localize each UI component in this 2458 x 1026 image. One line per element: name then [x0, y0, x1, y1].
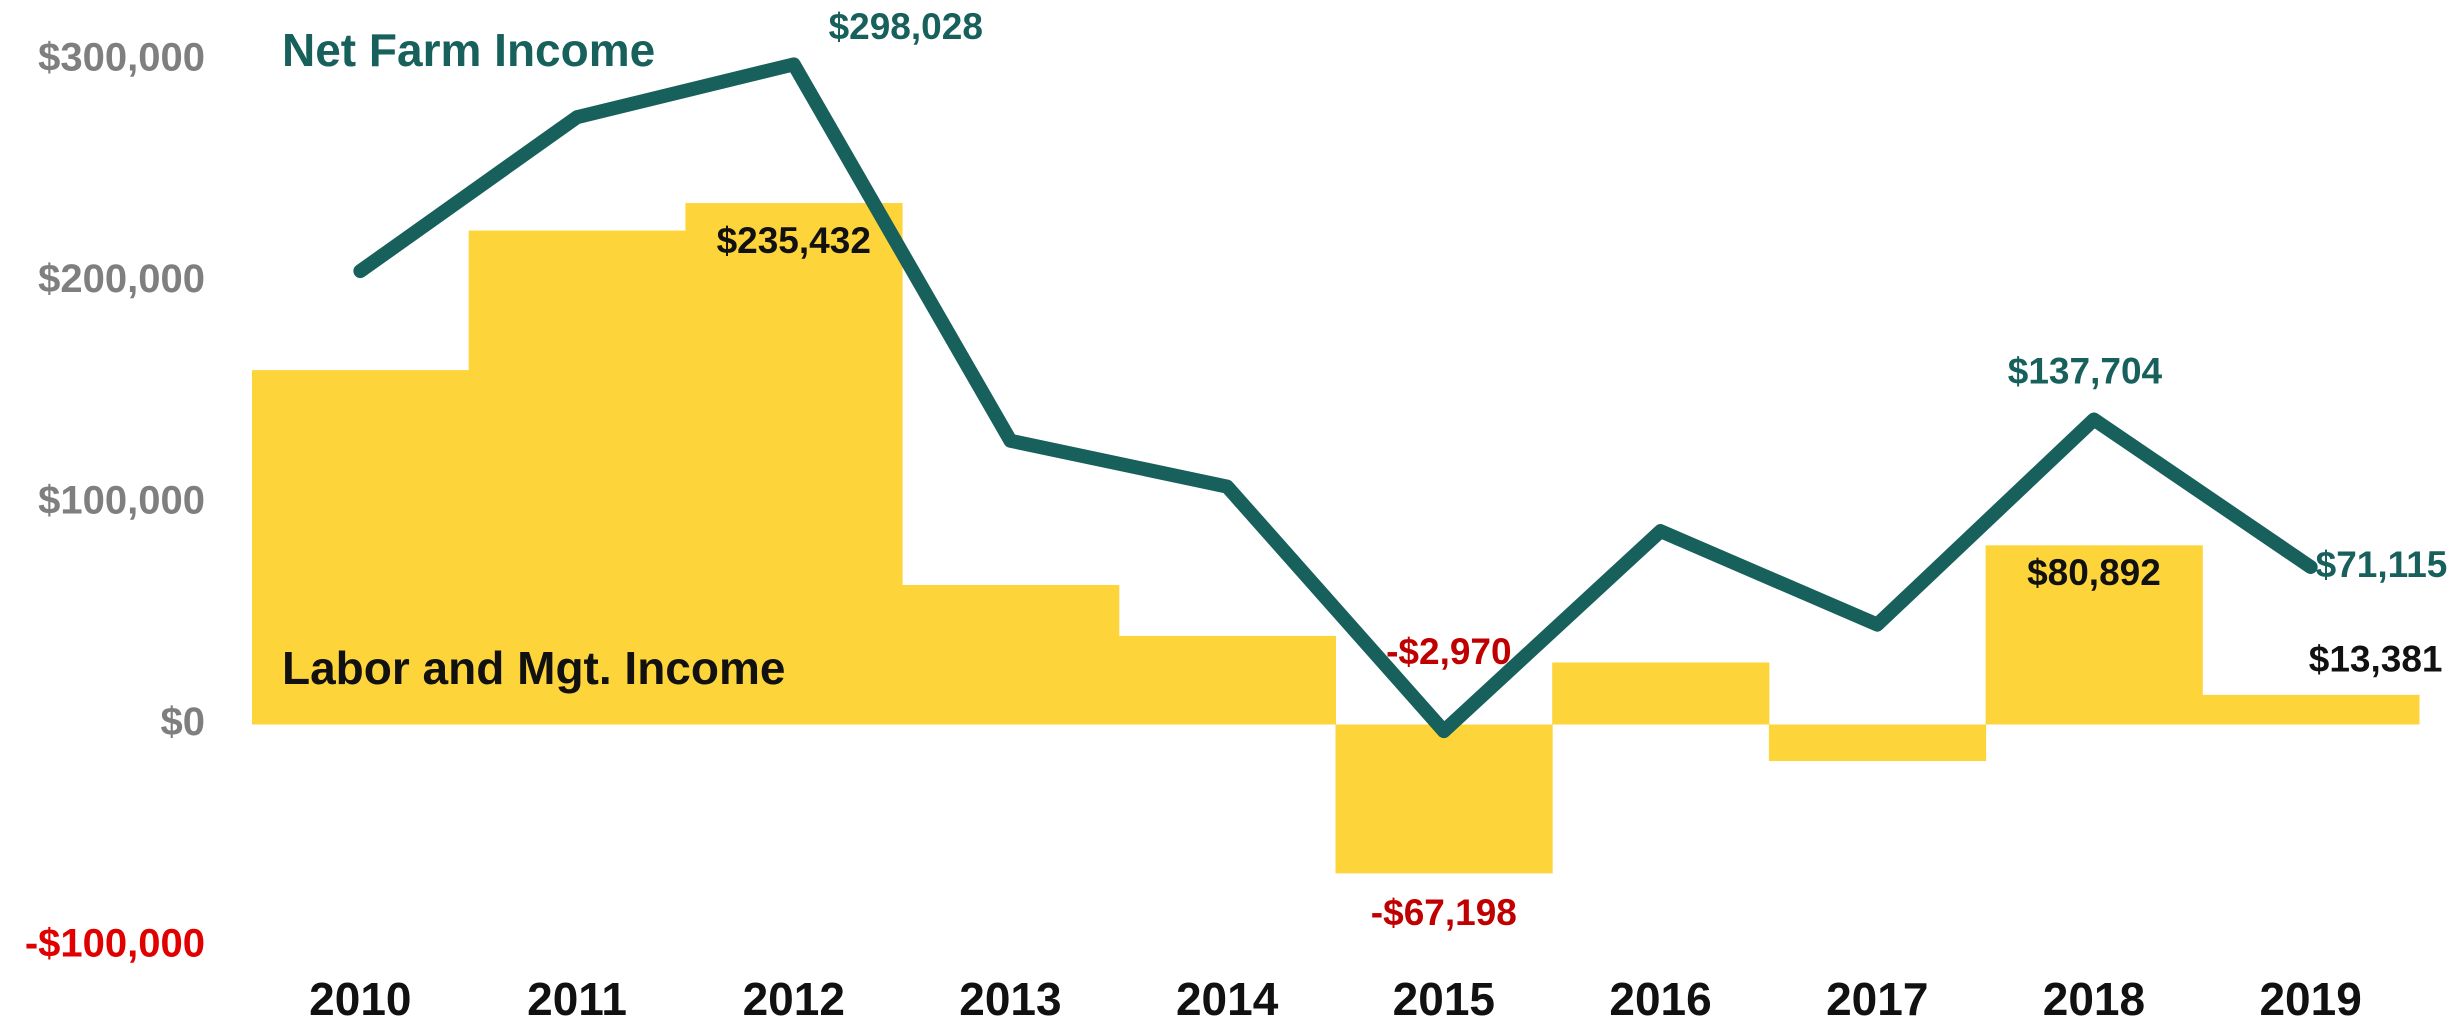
data-label: $235,432	[717, 220, 871, 261]
bar-series-name: Labor and Mgt. Income	[282, 642, 785, 694]
bar	[1768, 724, 1987, 762]
bar	[1335, 724, 1553, 874]
y-tick-label: $0	[161, 700, 206, 744]
y-tick-label: $300,000	[38, 36, 205, 80]
x-tick-label: 2015	[1393, 973, 1495, 1025]
x-tick-label: 2010	[309, 973, 411, 1025]
x-tick-label: 2017	[1826, 973, 1928, 1025]
bar	[685, 203, 903, 725]
data-label: $137,704	[2008, 350, 2163, 391]
x-tick-label: 2014	[1176, 973, 1279, 1025]
y-tick-label: $200,000	[38, 257, 205, 301]
data-label: $13,381	[2309, 639, 2443, 680]
data-label: -$2,970	[1386, 631, 1512, 672]
x-tick-label: 2016	[1609, 973, 1711, 1025]
y-tick-label: -$100,000	[25, 922, 205, 966]
bar	[1552, 662, 1770, 725]
line	[353, 57, 2318, 739]
bar	[2202, 694, 2420, 725]
data-label: $71,115	[2316, 544, 2448, 585]
x-tick-label: 2013	[959, 973, 1061, 1025]
x-tick-label: 2019	[2259, 973, 2361, 1025]
x-tick-label: 2018	[2043, 973, 2145, 1025]
x-tick-label: 2012	[743, 973, 845, 1025]
bar	[902, 584, 1120, 725]
data-label: $80,892	[2027, 552, 2161, 593]
line-series-name: Net Farm Income	[282, 24, 655, 76]
y-tick-label: $100,000	[38, 479, 205, 523]
bar	[468, 230, 686, 725]
bar	[1985, 545, 2203, 725]
x-tick-label: 2011	[527, 973, 627, 1025]
data-label: $298,028	[829, 6, 983, 47]
data-label: -$67,198	[1371, 892, 1517, 933]
bar	[1118, 635, 1336, 725]
bar	[252, 370, 470, 725]
